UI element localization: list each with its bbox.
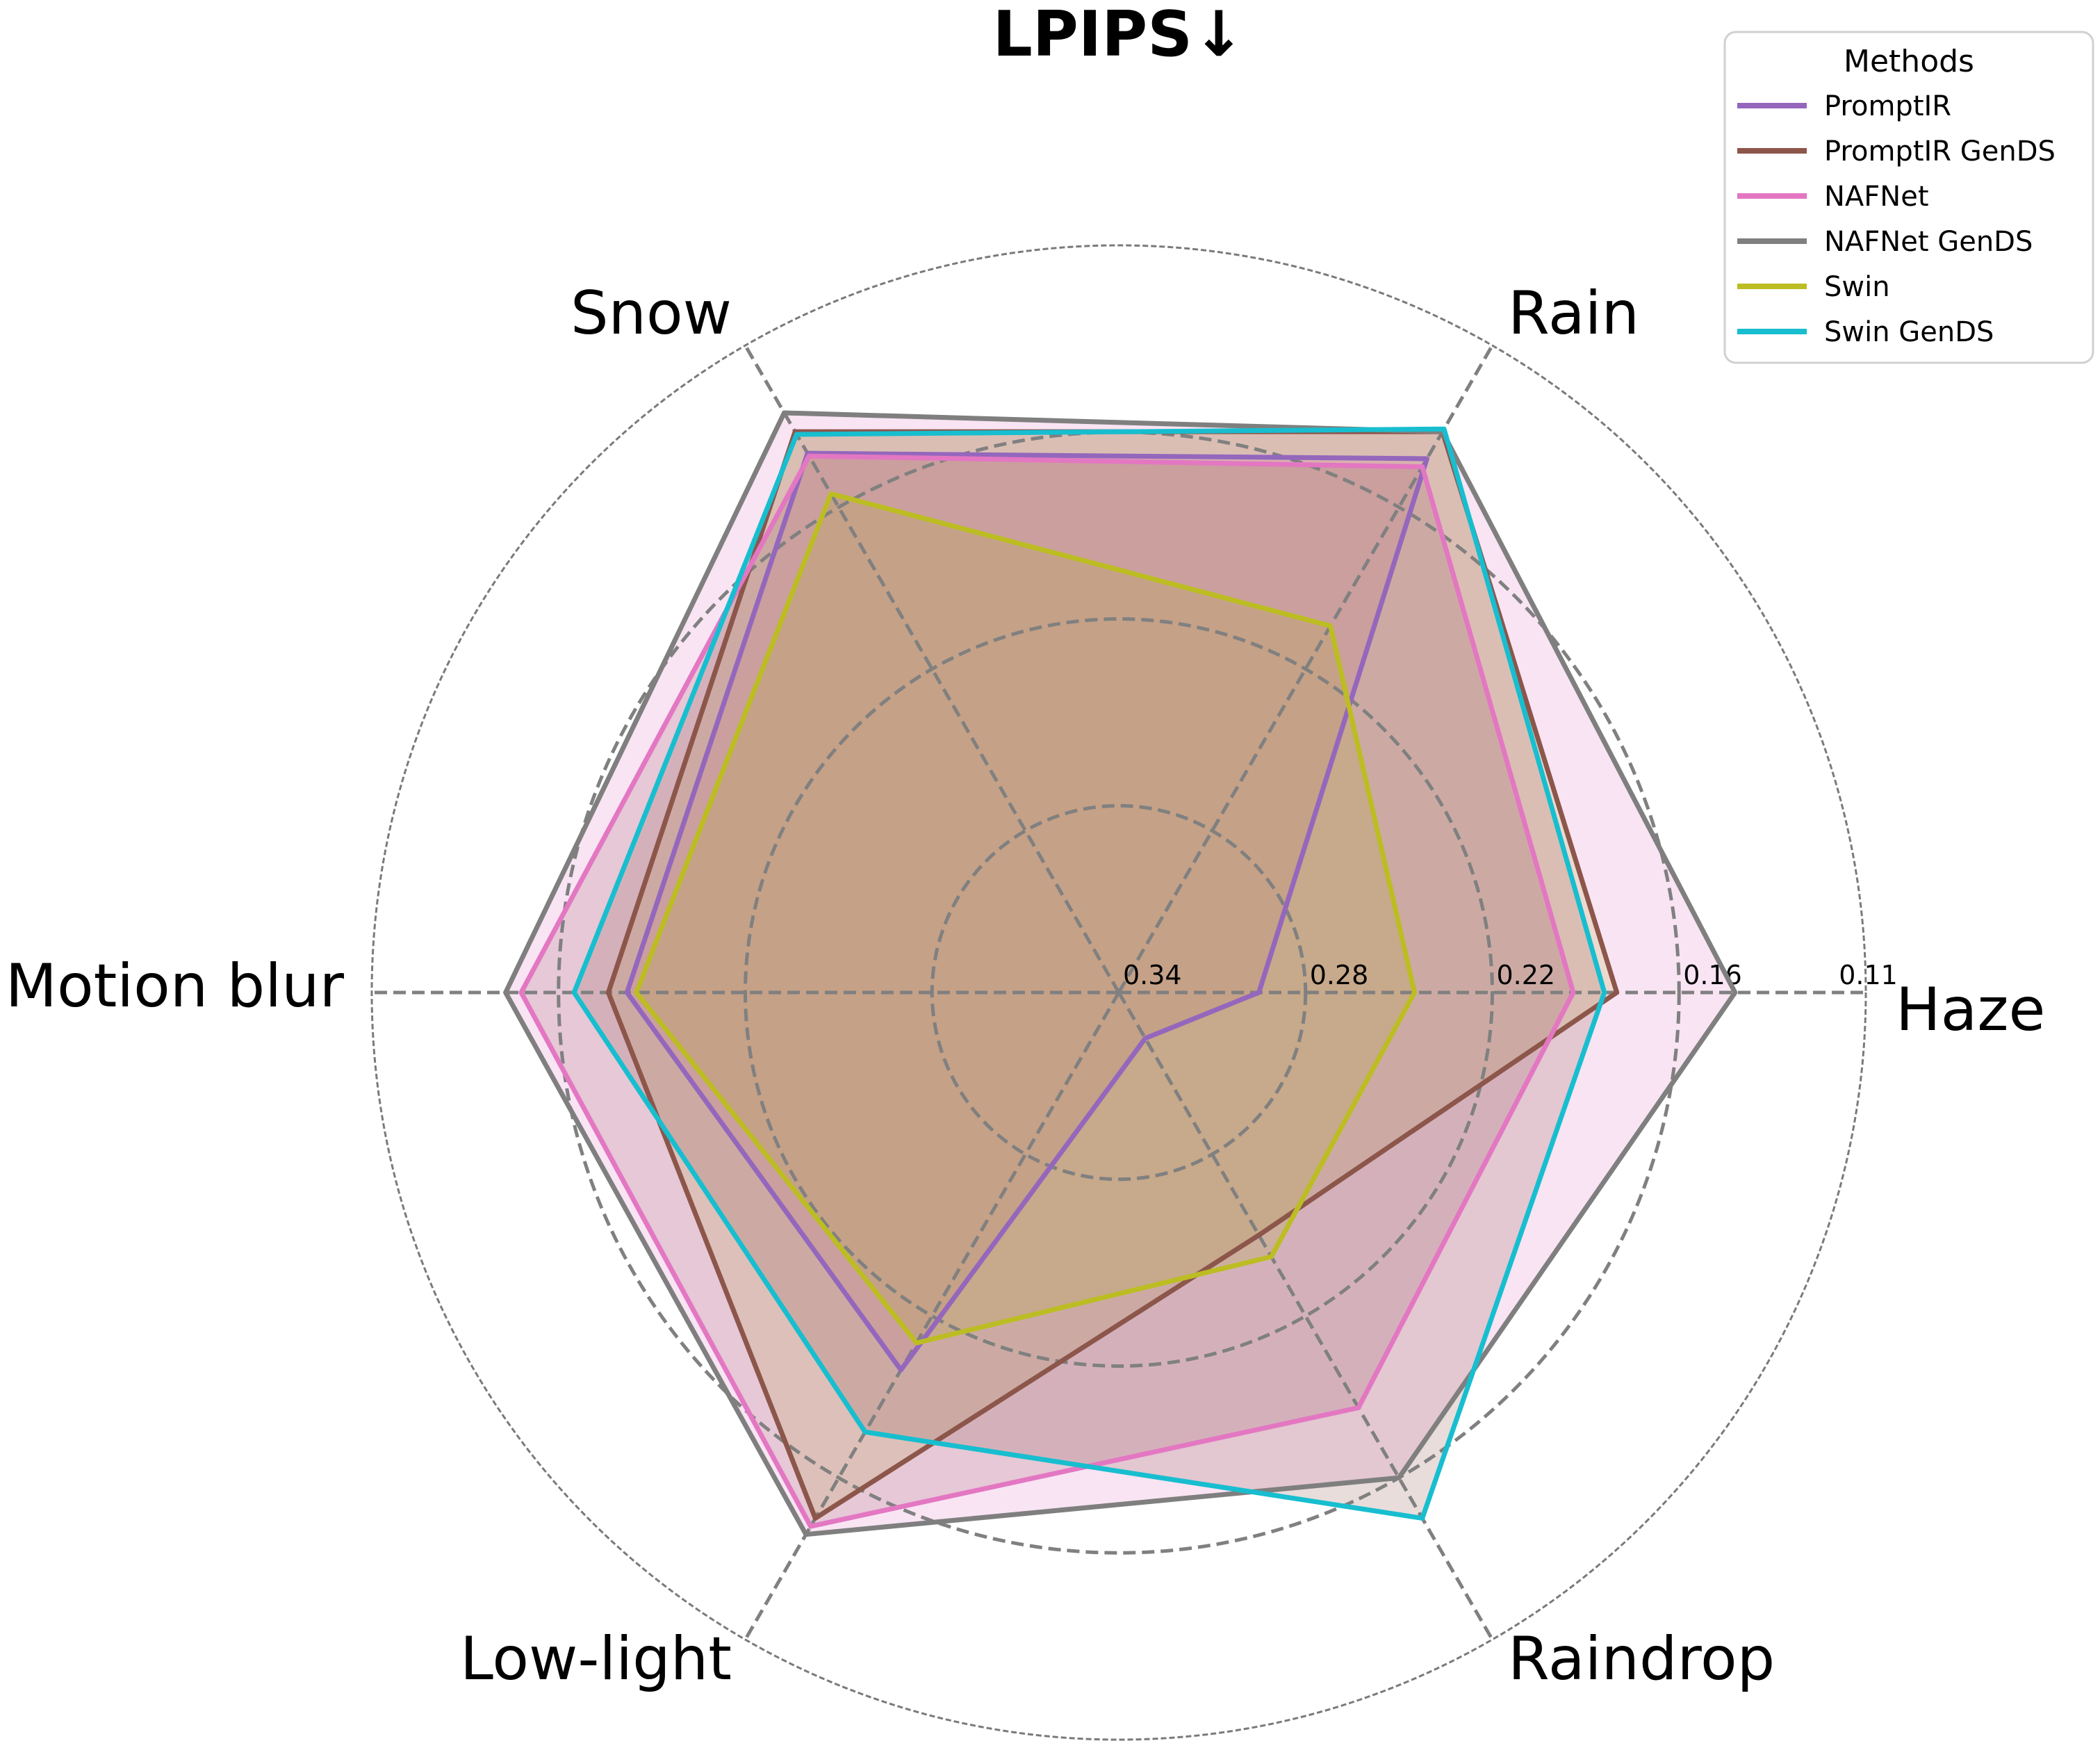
series-fill-swin <box>636 493 1415 1343</box>
legend-frame <box>1723 31 2094 364</box>
axis-label-motion-blur: Motion blur <box>6 951 345 1021</box>
legend-label: Swin GenDS <box>1824 316 1994 348</box>
tick-label: 0.28 <box>1310 960 1369 990</box>
spoke-low-light <box>744 991 1121 1641</box>
category-labels: Haze Rain Snow Motion blur Low-light Raindrop <box>6 279 2046 1694</box>
series-fill-nafnet-gends <box>505 412 1735 1535</box>
series-fill-nafnet <box>521 456 1573 1527</box>
chart-title: LPIPS↓ <box>993 0 1245 71</box>
series-line-swin-gends <box>571 426 1607 1521</box>
legend-label: PromptIR GenDS <box>1824 136 2056 168</box>
legend-label: Swin <box>1824 271 1890 303</box>
legend-label: NAFNet <box>1824 181 1929 213</box>
legend-items: PromptIR PromptIR GenDS NAFNet NAFNet GenDS… <box>1737 90 2056 348</box>
radial-tick-labels: 0.34 0.28 0.22 0.16 0.11 <box>1123 960 1898 990</box>
axis-label-rain: Rain <box>1508 279 1639 348</box>
spoke-raindrop <box>1117 991 1494 1641</box>
tick-label: 0.34 <box>1123 960 1182 990</box>
legend-title: Methods <box>1844 44 1974 79</box>
axis-label-low-light: Low-light <box>460 1624 732 1694</box>
series-line-swin <box>634 491 1418 1346</box>
tick-label: 0.22 <box>1497 960 1556 990</box>
grid-ring <box>744 617 1494 1368</box>
series-fill-promptir-gends <box>608 432 1617 1519</box>
legend-label: PromptIR <box>1824 90 1951 122</box>
outer-ring <box>370 244 1867 1741</box>
series-lines <box>503 410 1738 1537</box>
radar-grid <box>370 244 1867 1741</box>
series-line-promptir <box>624 450 1429 1373</box>
axis-label-raindrop: Raindrop <box>1508 1624 1775 1694</box>
grid-ring <box>557 430 1681 1555</box>
grid-ring <box>930 803 1308 1182</box>
legend: Methods PromptIR PromptIR GenDS NAFNet NAFN… <box>1723 31 2094 364</box>
series-fill-promptir <box>627 453 1427 1371</box>
legend-label: NAFNet GenDS <box>1824 226 2033 258</box>
axis-label-snow: Snow <box>571 279 732 348</box>
tick-label: 0.11 <box>1839 960 1898 990</box>
axis-label-haze: Haze <box>1896 975 2045 1045</box>
series-line-nafnet <box>518 453 1576 1529</box>
spoke-rain <box>1117 344 1494 994</box>
